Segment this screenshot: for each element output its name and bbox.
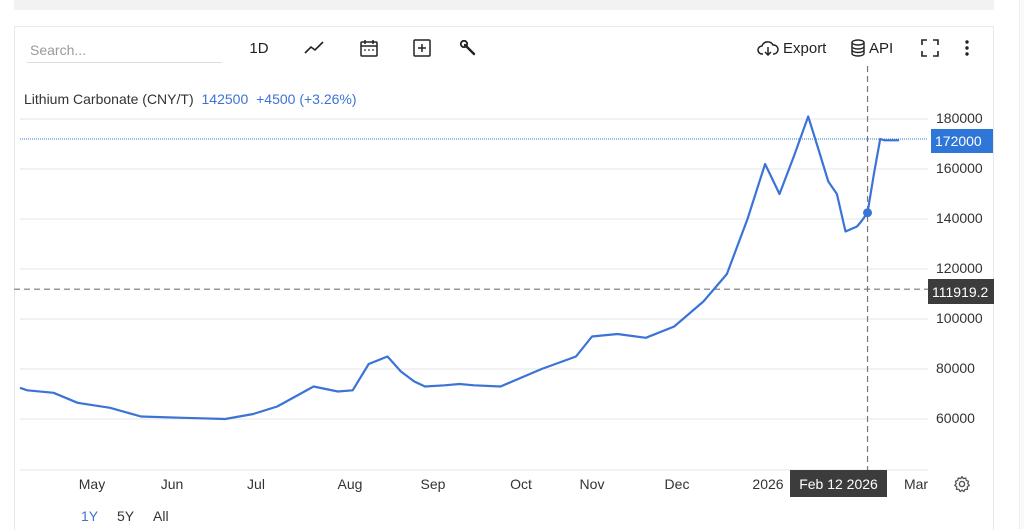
api-button[interactable]: API [850, 35, 893, 61]
y-tick-label: 120000 [936, 260, 983, 276]
top-strip [14, 0, 994, 10]
series-value: 142500 [201, 91, 249, 107]
wrench-icon [459, 39, 476, 56]
fullscreen-button[interactable] [918, 35, 942, 61]
y-tick-label: 100000 [936, 310, 983, 326]
x-tick-label: 2026 [752, 476, 784, 492]
series-change: +4500 (+3.26%) [256, 91, 357, 107]
database-icon [851, 39, 865, 57]
x-tick-label: Dec [664, 476, 690, 492]
scroll-edge [1019, 0, 1024, 529]
compare-button[interactable] [410, 35, 434, 61]
x-tick-label: Jul [247, 476, 265, 492]
plus-square-icon [413, 39, 431, 57]
line-chart-icon [304, 41, 324, 54]
more-button[interactable] [957, 35, 977, 61]
x-tick-label: Aug [337, 476, 363, 492]
hover-point [863, 208, 873, 218]
x-tick-label: Sep [420, 476, 446, 492]
crosshair-date-label: Feb 12 2026 [790, 470, 887, 497]
more-vertical-icon [965, 40, 969, 56]
y-tick-label: 180000 [936, 110, 983, 126]
last-price-label: 172000 [931, 129, 993, 153]
search-input[interactable] [27, 38, 222, 63]
gear-icon [954, 475, 970, 493]
interval-label: 1D [249, 39, 269, 57]
x-tick-label: Mar [903, 476, 929, 492]
fullscreen-icon [921, 39, 939, 57]
y-tick-label: 160000 [936, 160, 983, 176]
export-button[interactable]: Export [757, 35, 826, 61]
api-label: API [869, 39, 894, 57]
calendar-button[interactable] [357, 35, 381, 61]
range-1y-button[interactable]: 1Y [81, 508, 99, 524]
export-label: Export [783, 39, 827, 57]
y-tick-label: 80000 [936, 360, 975, 376]
indicators-button[interactable] [456, 35, 480, 61]
cloud-download-icon [757, 41, 779, 57]
y-tick-label: 60000 [936, 410, 975, 426]
chart-legend: Lithium Carbonate (CNY/T) 142500 +4500 (… [24, 91, 357, 107]
crosshair-price-label: 111919.2 [928, 279, 994, 304]
x-tick-label: Oct [510, 476, 532, 492]
series-name: Lithium Carbonate (CNY/T) [24, 91, 194, 107]
range-all-button[interactable]: All [153, 508, 169, 524]
chart-settings-button[interactable] [951, 473, 973, 495]
calendar-icon [360, 40, 378, 57]
series-line [19, 115, 900, 421]
y-tick-label: 140000 [936, 210, 983, 226]
range-5y-button[interactable]: 5Y [117, 508, 135, 524]
x-tick-label: Nov [579, 476, 605, 492]
chart-card [14, 26, 994, 530]
chart-type-button[interactable] [301, 35, 327, 61]
x-tick-label: May [78, 476, 106, 492]
interval-button[interactable]: 1D [246, 35, 272, 61]
x-tick-label: Jun [160, 476, 184, 492]
